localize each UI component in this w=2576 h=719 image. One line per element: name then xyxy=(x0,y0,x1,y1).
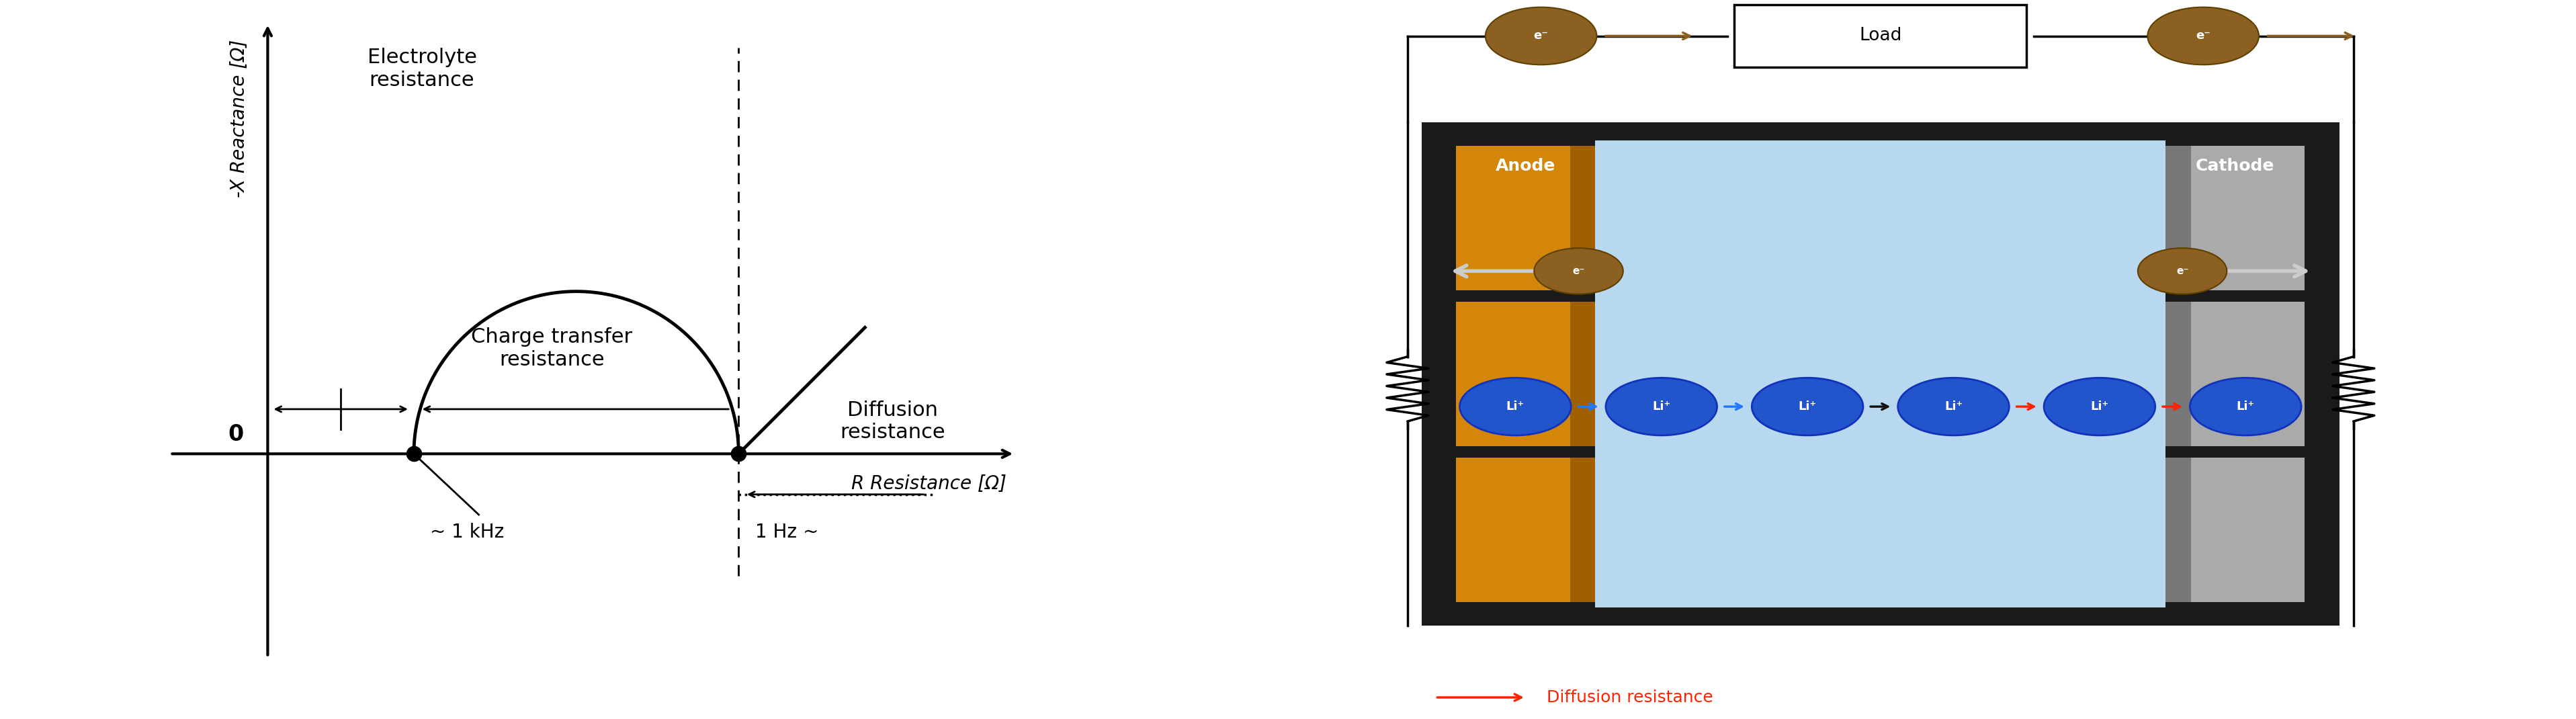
Bar xyxy=(1571,457,1595,602)
Circle shape xyxy=(1752,378,1862,435)
Text: e⁻: e⁻ xyxy=(1533,30,1548,42)
Text: Diffusion resistance: Diffusion resistance xyxy=(1546,690,1713,705)
Text: R Resistance [Ω]: R Resistance [Ω] xyxy=(853,474,1007,493)
Circle shape xyxy=(2138,248,2226,294)
Bar xyxy=(1455,457,1595,602)
Text: -X Reactance [Ω]: -X Reactance [Ω] xyxy=(229,40,250,198)
Bar xyxy=(2166,457,2306,602)
Circle shape xyxy=(1461,378,1571,435)
Text: Electrolyte
resistance: Electrolyte resistance xyxy=(368,47,477,90)
Text: Charge transfer
resistance: Charge transfer resistance xyxy=(471,327,634,370)
Text: Li⁺: Li⁺ xyxy=(1798,400,1816,413)
Bar xyxy=(2166,302,2190,446)
Bar xyxy=(1571,302,1595,446)
Text: Anode: Anode xyxy=(1497,158,1556,174)
Text: Diffusion
resistance: Diffusion resistance xyxy=(840,400,945,442)
Bar xyxy=(2166,146,2306,290)
Text: e⁻: e⁻ xyxy=(1571,266,1584,276)
Text: ~ 1 kHz: ~ 1 kHz xyxy=(430,523,505,541)
Bar xyxy=(1422,122,2339,626)
Circle shape xyxy=(2190,378,2300,435)
Bar xyxy=(1571,146,1595,290)
Text: 1 Hz ~: 1 Hz ~ xyxy=(755,523,819,541)
Bar xyxy=(1455,146,1595,290)
Text: 0: 0 xyxy=(227,423,242,446)
Text: e⁻: e⁻ xyxy=(2195,30,2210,42)
Bar xyxy=(2166,140,2306,608)
Circle shape xyxy=(1486,7,1597,65)
Bar xyxy=(1455,140,1595,608)
Bar xyxy=(1595,140,2166,608)
Circle shape xyxy=(2043,378,2156,435)
Text: e⁻: e⁻ xyxy=(2177,266,2190,276)
Circle shape xyxy=(1535,248,1623,294)
Bar xyxy=(2166,302,2306,446)
Bar xyxy=(2166,146,2190,290)
FancyBboxPatch shape xyxy=(1734,5,2027,67)
Circle shape xyxy=(2148,7,2259,65)
Bar xyxy=(2166,457,2190,602)
Text: Cathode: Cathode xyxy=(2195,158,2275,174)
Text: Li⁺: Li⁺ xyxy=(2236,400,2254,413)
Text: Li⁺: Li⁺ xyxy=(1507,400,1525,413)
Text: Li⁺: Li⁺ xyxy=(1651,400,1669,413)
Circle shape xyxy=(1605,378,1718,435)
Text: Li⁺: Li⁺ xyxy=(2092,400,2110,413)
Bar xyxy=(1455,302,1595,446)
Circle shape xyxy=(1899,378,2009,435)
Text: Li⁺: Li⁺ xyxy=(1945,400,1963,413)
Text: Load: Load xyxy=(1860,27,1901,45)
